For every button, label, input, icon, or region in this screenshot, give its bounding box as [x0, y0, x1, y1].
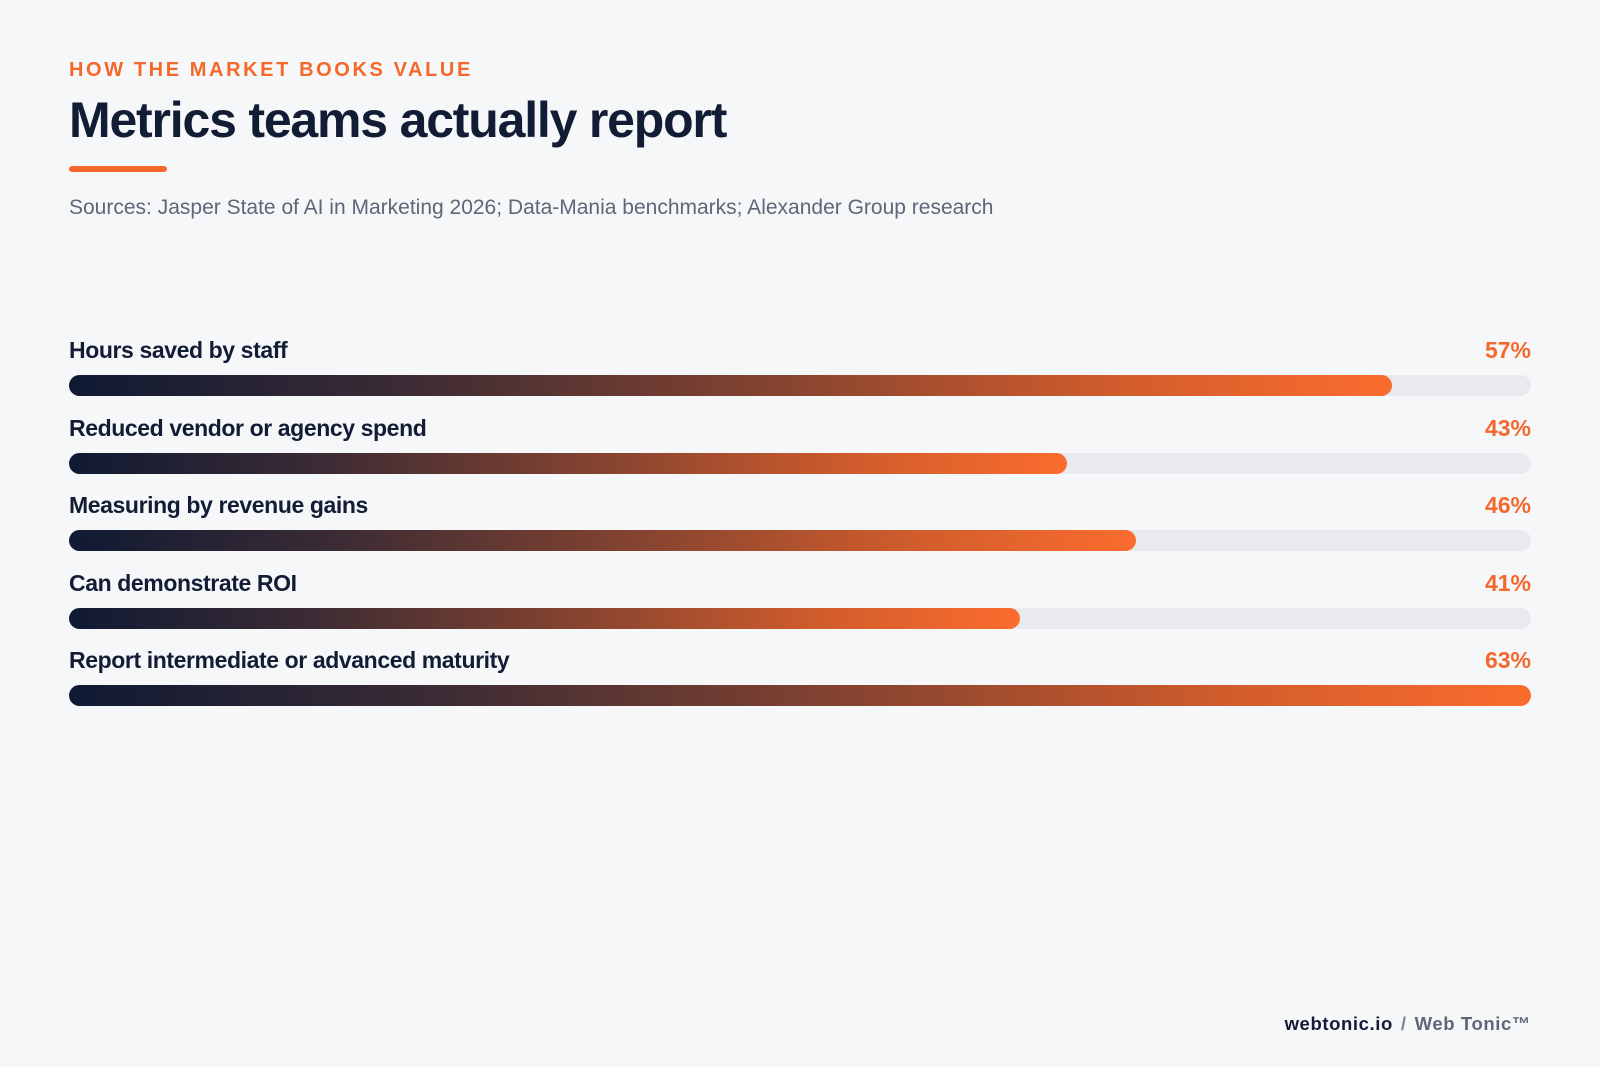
bar-fill: [69, 452, 1067, 474]
bar-row: Report intermediate or advanced maturity…: [69, 646, 1531, 724]
bar-track: [69, 530, 1531, 551]
bar-value-label: 57%: [1484, 337, 1531, 363]
bar-fill: [69, 375, 1392, 396]
bar-fill: [69, 685, 1531, 706]
bar-label: Report intermediate or advanced maturity: [69, 647, 510, 673]
bar-track: [69, 607, 1531, 629]
bar-row: Reduced vendor or agency spend 43%: [69, 414, 1531, 492]
page-title: Metrics teams actually report: [69, 92, 727, 148]
bar-label: Reduced vendor or agency spend: [69, 414, 427, 441]
bar-chart: Hours saved by staff 57% Reduced vendor or…: [69, 336, 1531, 724]
bar-row: Can demonstrate ROI 41%: [69, 569, 1531, 647]
bar-row: Measuring by revenue gains 46%: [69, 491, 1531, 569]
chart-header: HOW THE MARKET BOOKS VALUE Metrics teams…: [69, 58, 1369, 222]
bar-row: Hours saved by staff 57%: [69, 336, 1531, 414]
bar-fill: [69, 607, 1021, 629]
bar-value-label: 41%: [1484, 569, 1531, 596]
bar-value-label: 43%: [1484, 414, 1531, 441]
bar-fill: [69, 530, 1137, 551]
bar-label: Measuring by revenue gains: [69, 492, 368, 518]
footer-domain[interactable]: webtonic.io: [1284, 1013, 1393, 1034]
bar-value-label: 46%: [1484, 492, 1531, 518]
bar-track: [69, 685, 1531, 706]
footer-credit: webtonic.io / Web Tonic™: [1285, 1013, 1531, 1035]
bar-track: [69, 375, 1531, 396]
footer-brand: Web Tonic™: [1414, 1013, 1531, 1034]
bar-label: Can demonstrate ROI: [69, 569, 297, 596]
sources-note: Sources: Jasper State of AI in Marketing…: [69, 196, 994, 219]
bar-value-label: 63%: [1484, 647, 1531, 673]
bar-label: Hours saved by staff: [69, 337, 288, 363]
eyebrow-label: HOW THE MARKET BOOKS VALUE: [69, 59, 473, 81]
title-underline: [69, 166, 167, 172]
footer-separator: /: [1400, 1013, 1407, 1034]
bar-track: [69, 452, 1531, 474]
